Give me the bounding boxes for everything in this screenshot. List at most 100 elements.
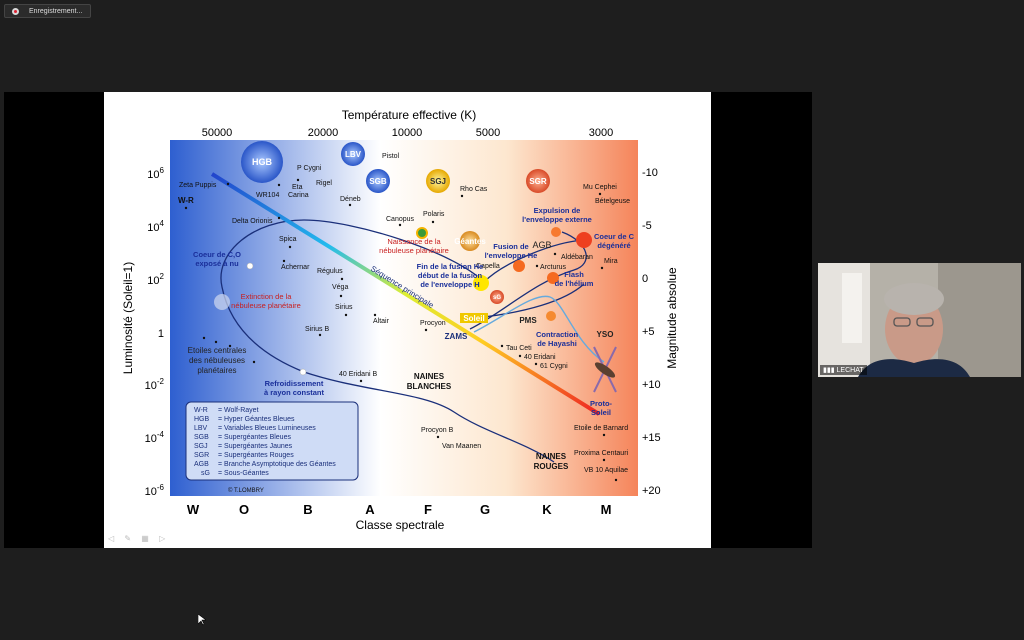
bubble-label: SGR	[529, 177, 547, 186]
proto-sun-icon	[594, 362, 616, 378]
annotation: Extinction de la	[241, 292, 293, 301]
star-label: 40 Eridani	[524, 354, 556, 361]
star-label: Rigel	[316, 180, 332, 187]
star-label: Mira	[604, 258, 618, 265]
star-label: Procyon B	[421, 427, 454, 434]
evolution-track	[220, 219, 555, 463]
helium-fusion-star	[473, 275, 489, 291]
participant-image	[818, 263, 1021, 377]
slide-controls[interactable]: ◁ ✎ ▦ ▷	[108, 534, 170, 543]
legend-desc: = Sous-Géantes	[218, 470, 269, 477]
annotation: planétaires	[197, 366, 236, 375]
participant-name: LECHAT	[836, 367, 864, 374]
star-dot	[518, 354, 522, 358]
legend-abbr: sG	[201, 470, 210, 477]
star-label: Delta Orionis	[232, 218, 273, 225]
star-label: Proxima Centauri	[574, 450, 629, 457]
star-dot	[252, 360, 256, 364]
right-tick: 0	[642, 273, 648, 285]
star-label: 40 Eridani B	[339, 371, 377, 378]
star-dot	[214, 340, 218, 344]
star-label: Capella	[476, 263, 500, 270]
annotation: ROUGES	[534, 462, 569, 471]
star-dot	[398, 223, 402, 227]
spectral-class: K	[542, 502, 552, 517]
y-tick: 10-2	[145, 377, 165, 392]
star-dot	[534, 362, 538, 366]
star-label: Mu Cephei	[583, 184, 617, 191]
annotation: Soleil	[591, 408, 611, 417]
y-tick: 1	[158, 328, 164, 340]
legend-abbr: AGB	[194, 461, 209, 468]
spectral-class: O	[239, 502, 249, 517]
star-dot	[436, 435, 440, 439]
top-tick: 50000	[202, 127, 233, 139]
star-label: Eta	[292, 184, 303, 191]
participant-video[interactable]: ▮▮▮ LECHAT	[818, 263, 1021, 377]
star-label: Tau Ceti	[506, 345, 532, 352]
annotation: Expulsion de	[534, 206, 581, 215]
y-tick: 102	[147, 272, 164, 287]
star-dot	[500, 344, 504, 348]
right-tick: -10	[642, 167, 658, 179]
star-dot	[277, 183, 281, 187]
annotation: Fusion de	[493, 242, 528, 251]
bubble-hgb	[241, 141, 283, 183]
bubble-subgiant	[490, 290, 504, 304]
legend-desc: = Supergéantes Bleues	[218, 434, 291, 441]
y-axis-title: Luminosité (Soleil=1)	[121, 262, 135, 374]
star-dot	[348, 203, 352, 207]
annotation: NAINES	[414, 372, 445, 381]
star-dot	[600, 266, 604, 270]
legend-desc: = Variables Bleues Lumineuses	[218, 425, 316, 432]
annotation: nébuleuse planétaire	[379, 246, 449, 255]
presentation-slide: Température effective (K) 50000 20000 10…	[104, 92, 711, 548]
star-label: Régulus	[317, 268, 343, 275]
star-label: Sirius	[335, 304, 353, 311]
annotation: Fin de la fusion He	[417, 262, 484, 271]
participant-name-tag: ▮▮▮ LECHAT	[820, 365, 867, 375]
bubble-label: SGB	[369, 177, 387, 186]
legend-box	[185, 401, 359, 481]
star-dot	[202, 336, 206, 340]
spectral-class: G	[480, 502, 490, 517]
star-dot	[296, 178, 300, 182]
annotation: Proto-	[590, 399, 613, 408]
sun-label: Soleil	[463, 314, 484, 323]
star-label: Etoile de Barnard	[574, 425, 628, 432]
recording-indicator[interactable]: Enregistrement...	[4, 4, 91, 18]
star-dot	[424, 328, 428, 332]
legend-abbr: HGB	[194, 416, 210, 423]
annotation: nébuleuse planétaire	[231, 301, 301, 310]
annotation: de l'hélium	[555, 279, 594, 288]
star-label: Procyon	[420, 320, 446, 327]
star-dot	[431, 220, 435, 224]
bubble-sgr	[526, 169, 550, 193]
y-tick: 104	[147, 219, 164, 234]
hr-diagram: Température effective (K) 50000 20000 10…	[121, 108, 679, 532]
star-label: Carina	[288, 192, 309, 199]
legend-abbr: SGB	[194, 434, 209, 441]
star-dot	[460, 194, 464, 198]
bubble-label: sG	[493, 295, 501, 301]
legend-desc: = Supergéantes Jaunes	[218, 443, 293, 450]
y-tick: 106	[147, 166, 164, 181]
star-dot	[288, 245, 292, 249]
star-label: Van Maanen	[442, 443, 481, 450]
hayashi-track	[473, 295, 605, 363]
star-dot	[614, 478, 618, 482]
annotation: dégénéré	[597, 241, 630, 250]
star-label: Zeta Puppis	[179, 182, 217, 189]
annotation: de l'enveloppe H	[420, 280, 479, 289]
right-tick: +15	[642, 432, 661, 444]
star-label: Arcturus	[540, 264, 567, 271]
flash-star	[547, 272, 559, 284]
x-axis-title: Classe spectrale	[356, 518, 445, 532]
agb-label: AGB	[532, 240, 551, 250]
nebula-birth-icon	[416, 227, 428, 239]
star-label: Véga	[332, 284, 348, 291]
annotation: Coeur de C,O	[193, 250, 241, 259]
star-label: Pistol	[382, 153, 400, 160]
annotation: NAINES	[536, 452, 567, 461]
star-label: Altair	[373, 318, 390, 325]
